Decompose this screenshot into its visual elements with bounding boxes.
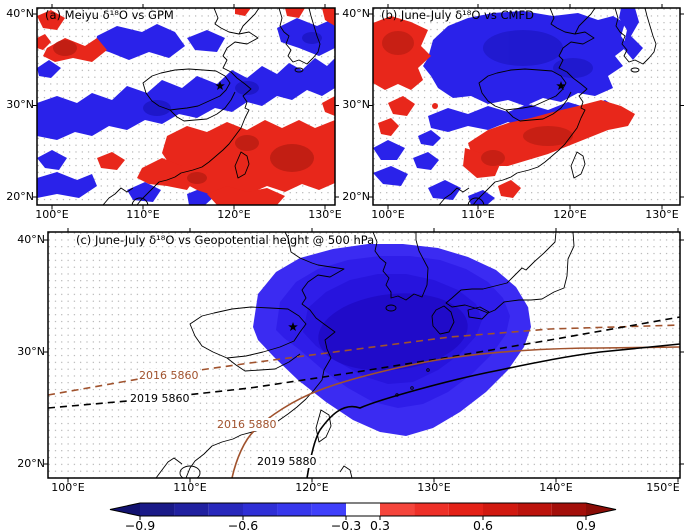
panel-b-cave-site-star-icon xyxy=(556,81,566,90)
colorbar-segment xyxy=(551,503,587,516)
panel-c-border xyxy=(47,231,681,479)
panel-b-lat-40: 40°N xyxy=(342,7,370,20)
panel-b-coastlines xyxy=(438,8,657,205)
panel-c-coastlines xyxy=(155,232,575,478)
panel-a-lon-100: 100°E xyxy=(35,208,69,221)
panel-c-lat-20: 20°N xyxy=(17,457,45,470)
colorbar-segment xyxy=(140,503,175,516)
colorbar-tick-neg03: −0.3 xyxy=(330,518,362,530)
colorbar-arrow-left xyxy=(110,503,140,516)
colorbar-segment-white xyxy=(346,503,380,516)
panel-c-lon-110: 110°E xyxy=(173,481,207,494)
colorbar-segment xyxy=(517,503,552,516)
panel-a-coastlines xyxy=(102,8,321,205)
colorbar-segment xyxy=(483,503,518,516)
panel-b-lat-30: 30°N xyxy=(342,98,370,111)
panel-a-positive-dark-cores xyxy=(53,40,314,184)
panel-c-lat-30: 30°N xyxy=(17,345,45,358)
panel-b-lat-20: 20°N xyxy=(342,190,370,203)
colorbar-tick-neg06: −0.6 xyxy=(227,518,259,530)
colorbar-tick-pos09: 0.9 xyxy=(576,518,596,530)
panel-a-title: (a) Meiyu δ¹⁸O vs GPM xyxy=(45,8,174,22)
contour-label-2016-5860: 2016 5860 xyxy=(138,369,200,382)
panel-c-lon-140: 140°E xyxy=(539,481,573,494)
colorbar xyxy=(109,502,617,520)
contour-2019-5880 xyxy=(306,343,680,478)
panel-c-title: (c) June-July δ¹⁸O vs Geopotential heigh… xyxy=(76,233,375,247)
colorbar-ticks xyxy=(139,516,587,520)
panel-b-lon-100: 100°E xyxy=(371,208,405,221)
colorbar-tick-pos03: 0.3 xyxy=(370,518,390,530)
panel-a-lon-110: 110°E xyxy=(126,208,160,221)
panel-a-lat-30: 30°N xyxy=(6,98,34,111)
colorbar-segment xyxy=(243,503,278,516)
colorbar-segment xyxy=(380,503,415,516)
contour-label-2019-5880: 2019 5880 xyxy=(256,455,318,468)
panel-a-border xyxy=(36,7,336,206)
panel-a-lat-40: 40°N xyxy=(6,7,34,20)
colorbar-segment xyxy=(414,503,449,516)
panel-b-lon-130: 130°E xyxy=(645,208,679,221)
contour-2016-5880 xyxy=(231,346,680,478)
panel-a-negative-correlation-blobs xyxy=(37,18,335,205)
panel-b-title: (b) June-July δ¹⁸O vs CMFD xyxy=(381,8,534,22)
panel-c-lon-120: 120°E xyxy=(295,481,329,494)
panel-c-lon-100: 100°E xyxy=(51,481,85,494)
panel-a-cave-site-star-icon xyxy=(215,81,225,90)
colorbar-arrow-right xyxy=(586,503,616,516)
panel-a-map xyxy=(33,4,339,210)
panel-a-lon-130: 130°E xyxy=(308,208,342,221)
panel-b-lon-110: 110°E xyxy=(461,208,495,221)
panel-c-lon-130: 130°E xyxy=(417,481,451,494)
panel-c-map xyxy=(44,228,684,483)
contour-label-2019-5860: 2019 5860 xyxy=(129,392,191,405)
panel-b-map xyxy=(369,4,684,210)
colorbar-tick-neg09: −0.9 xyxy=(124,518,156,530)
panel-c-negative-correlation-blob xyxy=(253,244,531,436)
colorbar-tick-pos06: 0.6 xyxy=(473,518,493,530)
colorbar-segment xyxy=(311,503,347,516)
panel-b-positive-dark-cores xyxy=(382,31,573,166)
contour-2016-5860 xyxy=(48,324,680,396)
panel-c-lat-40: 40°N xyxy=(17,233,45,246)
panel-b-negative-dark-cores xyxy=(483,30,593,78)
colorbar-segment xyxy=(208,503,244,516)
panel-c-cave-site-star-icon xyxy=(288,322,298,331)
panel-a-lat-20: 20°N xyxy=(6,190,34,203)
panel-b-lon-120: 120°E xyxy=(553,208,587,221)
panel-c-lon-150: 150°E xyxy=(646,481,680,494)
panel-a-lon-120: 120°E xyxy=(217,208,251,221)
panel-b-border xyxy=(372,7,681,206)
colorbar-segment xyxy=(277,503,312,516)
colorbar-segment xyxy=(174,503,209,516)
colorbar-segment xyxy=(448,503,484,516)
contour-label-2016-5880: 2016 5880 xyxy=(216,418,278,431)
